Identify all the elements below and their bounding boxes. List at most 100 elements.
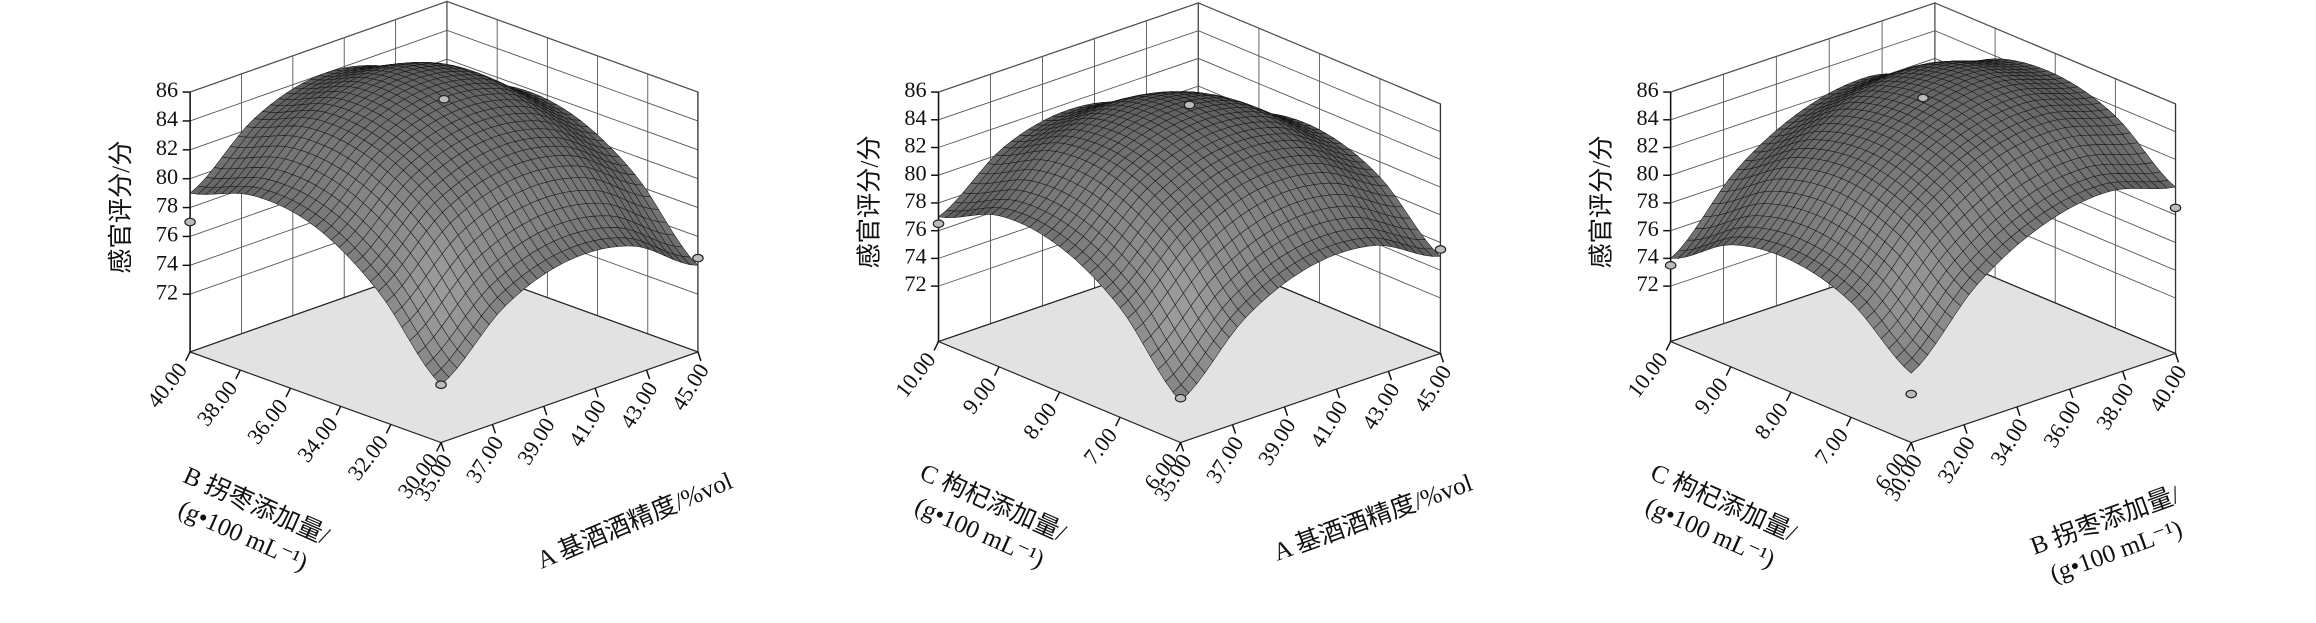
z-tick-label: 78 (1636, 188, 1658, 213)
x-tick-label: 39.00 (1253, 414, 1301, 470)
y-tick-label: 34.00 (292, 412, 343, 467)
x-tick-label: 39.00 (512, 413, 560, 469)
z-tick-label: 72 (156, 279, 178, 304)
design-point (692, 253, 704, 263)
y-tick-label: 9.00 (1689, 372, 1733, 418)
tick-mark (1179, 442, 1185, 452)
z-axis-label: 感官评分/分 (107, 141, 135, 274)
tick-mark (235, 369, 241, 380)
x-tick-label: 45.00 (1409, 360, 1457, 416)
y-tick-label: 38.00 (192, 376, 243, 431)
design-point (1183, 100, 1196, 110)
z-tick-label: 80 (156, 164, 178, 189)
design-point (435, 380, 447, 390)
y-tick-label: 36.00 (242, 394, 293, 449)
z-tick-label: 74 (156, 250, 178, 275)
tick-mark (335, 405, 342, 416)
z-tick-label: 72 (904, 271, 926, 296)
z-tick-label: 78 (156, 193, 178, 218)
z-tick-label: 74 (1636, 243, 1658, 268)
y-tick-label: 10.00 (890, 347, 941, 402)
x-tick-label: 34.00 (1985, 414, 2033, 470)
design-point (438, 94, 450, 104)
tick-mark (1910, 442, 1915, 452)
y-tick-label: 7.00 (1078, 423, 1122, 469)
z-tick-label: 78 (904, 188, 926, 213)
tick-mark (285, 387, 292, 398)
z-tick-label: 82 (1636, 133, 1658, 158)
x-tick-label: 40.00 (2144, 360, 2192, 416)
design-point (932, 219, 945, 229)
z-tick-label: 82 (156, 135, 178, 160)
x-axis-label: A 基酒酒精度/%vol (1270, 469, 1477, 567)
tick-mark (1785, 391, 1792, 402)
tick-mark (993, 366, 1000, 377)
z-tick-label: 80 (1636, 160, 1658, 185)
z-tick-label: 84 (904, 105, 926, 130)
z-tick-label: 76 (1636, 216, 1658, 241)
tick-mark (184, 351, 191, 362)
design-point (1917, 93, 1929, 103)
x-tick-label: 36.00 (2038, 396, 2086, 452)
tick-mark (440, 442, 445, 452)
x-tick-label: 38.00 (2091, 378, 2139, 434)
x-tick-label: 37.00 (1201, 432, 1249, 488)
z-tick-label: 74 (904, 243, 926, 268)
tick-mark (2069, 388, 2074, 399)
tick-mark (645, 369, 651, 380)
y-tick-label: 8.00 (1749, 398, 1793, 444)
y-tick-label: 9.00 (957, 372, 1001, 418)
tick-mark (1054, 391, 1061, 402)
z-axis-label: 感官评分/分 (1588, 135, 1616, 268)
design-point (1174, 393, 1187, 403)
y-tick-label: 8.00 (1018, 398, 1062, 444)
tick-mark (1845, 416, 1852, 427)
tick-mark (1963, 424, 1968, 434)
tick-mark (1231, 424, 1237, 434)
tick-mark (1725, 366, 1732, 377)
tick-mark (1387, 371, 1393, 381)
tick-mark (385, 424, 392, 434)
design-point (1434, 245, 1447, 254)
z-tick-label: 86 (1636, 77, 1658, 102)
x-tick-label: 43.00 (615, 377, 663, 433)
tick-mark (435, 442, 442, 452)
tick-mark (594, 387, 599, 398)
design-point (2169, 203, 2182, 213)
y-tick-label: 40.00 (142, 358, 193, 413)
z-tick-label: 84 (1636, 105, 1658, 130)
tick-mark (1335, 388, 1341, 399)
z-axis-label: 感官评分/分 (855, 135, 883, 268)
design-point (1664, 261, 1677, 270)
tick-mark (1114, 416, 1121, 427)
tick-mark (697, 351, 702, 362)
z-tick-label: 82 (904, 133, 926, 158)
y-tick-label: 32.00 (342, 430, 393, 485)
z-tick-label: 84 (156, 106, 178, 131)
x-tick-label: 43.00 (1357, 378, 1405, 434)
design-point (1905, 389, 1917, 399)
x-tick-label: 45.00 (666, 359, 714, 415)
z-tick-label: 86 (904, 77, 926, 102)
surface-patch (1903, 357, 1920, 374)
z-tick-label: 80 (904, 160, 926, 185)
z-tick-label: 76 (156, 222, 178, 247)
z-tick-label: 72 (1636, 271, 1658, 296)
surface-patch (432, 368, 450, 386)
y-tick-label: 7.00 (1809, 423, 1853, 469)
z-tick-label: 76 (904, 216, 926, 241)
tick-mark (2121, 371, 2127, 381)
tick-mark (933, 341, 940, 351)
tick-mark (2174, 353, 2180, 363)
x-tick-label: 41.00 (1305, 396, 1353, 452)
tick-mark (543, 406, 548, 416)
tick-mark (1175, 442, 1182, 452)
x-tick-label: 37.00 (461, 431, 509, 487)
tick-mark (491, 424, 497, 434)
